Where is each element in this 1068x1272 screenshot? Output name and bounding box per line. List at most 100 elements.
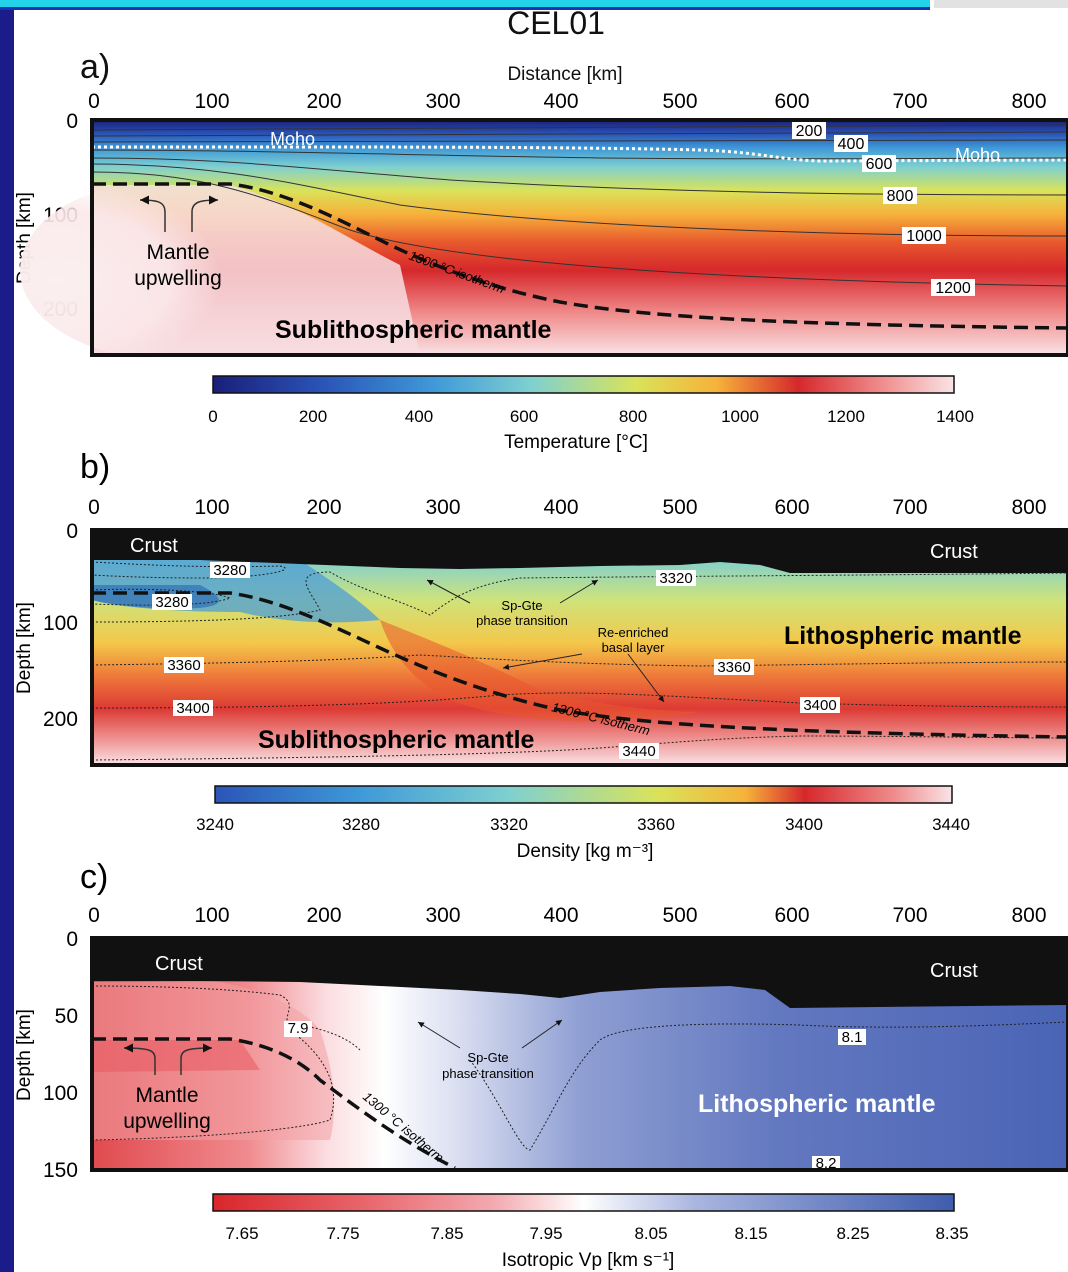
x-tick-label: 500 (662, 904, 697, 927)
panel-c-sp-gte-1: Sp-Gte (467, 1050, 508, 1065)
isotherm-line (91, 149, 1068, 160)
x-tick-label: 700 (892, 496, 927, 519)
x-tick-label: 600 (774, 496, 809, 519)
panel-a-colorbar (212, 375, 955, 394)
x-tick-label: 0 (88, 496, 100, 519)
panel-a-xlabel: Distance [km] (507, 64, 622, 85)
y-tick-label: 0 (66, 928, 78, 951)
label-box (656, 570, 696, 586)
colorbar-tick: 3440 (932, 815, 970, 834)
label-box (164, 657, 204, 673)
x-tick-label: 800 (1011, 904, 1046, 927)
label-box (862, 155, 896, 172)
x-tick-label: 300 (425, 90, 460, 113)
x-tick-label: 200 (306, 90, 341, 113)
panel-b-contours (91, 561, 1068, 761)
contour-label: 7.9 (288, 1020, 309, 1037)
panel-c-crust (92, 938, 1068, 1008)
isotherm-label: 800 (887, 188, 914, 205)
x-tick-label: 200 (306, 496, 341, 519)
colorbar-tick: 3280 (342, 815, 380, 834)
isotherm-label: 1000 (906, 228, 942, 245)
annotation-arrow (521, 1019, 563, 1049)
contour-line (91, 571, 1068, 623)
panel-b-y-ticks: 0 100 200 (43, 520, 78, 731)
colorbar-tick: 7.65 (225, 1224, 258, 1243)
panel-c-colorbar-ticks: 7.65 7.75 7.85 7.95 8.05 8.15 8.25 8.35 (225, 1224, 968, 1243)
panel-a-upwelling-2: upwelling (134, 267, 222, 290)
panel-a-frame (90, 118, 1068, 357)
panel-a-upwelling-core (20, 180, 320, 360)
panel-b-lith-label: Lithospheric mantle (784, 622, 1022, 650)
isotherm-label: 1200 (935, 280, 971, 297)
label-box (931, 279, 975, 296)
y-tick-label: 100 (43, 612, 78, 635)
panel-c-label: c) (80, 858, 108, 896)
y-tick-label: 100 (43, 1082, 78, 1105)
label-box (284, 1021, 312, 1037)
panel-c-crust-left: Crust (155, 953, 203, 975)
isotherm-label: 600 (866, 156, 893, 173)
panel-c-1300-isotherm (92, 1037, 456, 1170)
label-box (883, 187, 917, 204)
x-tick-label: 600 (774, 90, 809, 113)
panel-b-colorbar-ticks: 3240 3280 3320 3360 3400 3440 (196, 815, 970, 834)
x-tick-label: 200 (306, 904, 341, 927)
contour-label: 8.1 (842, 1029, 863, 1046)
contour-label: 3360 (167, 657, 200, 674)
colorbar-tick: 3240 (196, 815, 234, 834)
panel-c-upwelling-1: Mantle (135, 1084, 198, 1107)
colorbar-tick: 8.25 (836, 1224, 869, 1243)
panel-b-crust-left: Crust (130, 535, 178, 557)
panel-b-colorbar (214, 785, 953, 804)
panel-a-isotherm-labels: 200 400 600 800 1000 1200 (792, 122, 975, 297)
x-tick-label: 500 (662, 496, 697, 519)
panel-b-crust (92, 530, 1068, 573)
panel-b-label: b) (80, 448, 110, 486)
panel-a-label: a) (80, 48, 110, 86)
label-box (173, 700, 213, 716)
colorbar-tick: 0 (208, 407, 217, 426)
x-tick-label: 300 (425, 904, 460, 927)
colorbar-tick: 800 (619, 407, 647, 426)
colorbar-tick: 600 (510, 407, 538, 426)
x-tick-label: 400 (543, 90, 578, 113)
x-tick-label: 100 (194, 496, 229, 519)
colorbar-tick: 8.35 (935, 1224, 968, 1243)
contour-label: 3400 (803, 697, 836, 714)
panel-b: b) 0 100 200 300 400 500 600 700 800 0 1… (14, 448, 1068, 862)
isotherm-line (91, 163, 1068, 237)
panel-a-upwelling-1: Mantle (146, 241, 209, 264)
contour-label: 3360 (717, 659, 750, 676)
panel-b-sp-gte-2: phase transition (476, 613, 568, 628)
contour-line (469, 1021, 1068, 1151)
panel-c-upwelling-2: upwelling (123, 1110, 211, 1133)
panel-a-1300-isotherm (92, 182, 1068, 330)
contour-line (91, 588, 232, 606)
header-underline (0, 7, 930, 10)
contour-label: 8.2 (816, 1155, 837, 1172)
panel-c-upwelling-arrows (123, 1043, 213, 1075)
panel-c-annotation-arrows (417, 1019, 563, 1049)
x-tick-label: 700 (892, 904, 927, 927)
x-tick-label: 0 (88, 90, 100, 113)
header-decoration (0, 0, 1068, 12)
panel-c-colorbar (212, 1193, 955, 1212)
label-box (619, 743, 659, 759)
x-tick-label: 600 (774, 904, 809, 927)
label-box (902, 227, 946, 244)
panel-c-colorbar-label: Isotropic Vp [km s⁻¹] (502, 1250, 675, 1271)
panel-b-1300-isotherm (92, 591, 1068, 739)
y-tick-label: 200 (43, 708, 78, 731)
colorbar-tick: 1400 (936, 407, 974, 426)
x-tick-label: 400 (543, 496, 578, 519)
panel-b-sp-gte-1: Sp-Gte (501, 598, 542, 613)
figure-title: CEL01 (507, 5, 605, 41)
y-tick-label: 0 (66, 110, 78, 133)
contour-label: 3400 (176, 700, 209, 717)
isotherm-line (91, 131, 1068, 137)
panel-c: c) 0 100 200 300 400 500 600 700 800 0 5… (14, 858, 1068, 1271)
colorbar-tick: 7.95 (529, 1224, 562, 1243)
panel-a-colorbar-label: Temperature [°C] (504, 432, 648, 453)
